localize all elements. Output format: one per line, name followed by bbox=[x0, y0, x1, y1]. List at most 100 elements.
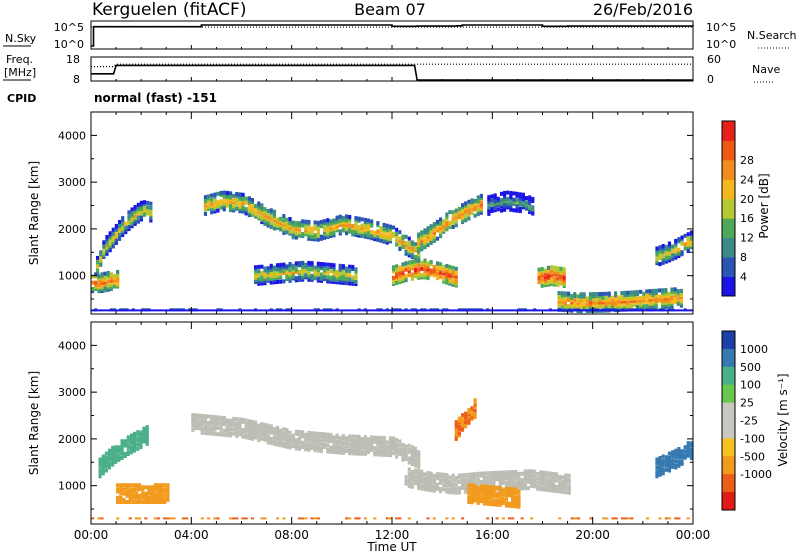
velocity-cell bbox=[332, 445, 336, 450]
power-cell bbox=[100, 280, 104, 285]
power-cell bbox=[442, 267, 446, 272]
power-cell bbox=[266, 211, 270, 215]
power-cell bbox=[598, 302, 602, 307]
velocity-cell bbox=[111, 454, 115, 459]
velocity-cell bbox=[348, 447, 352, 451]
velocity-cell bbox=[263, 437, 267, 442]
velocity-cell bbox=[213, 517, 217, 520]
power-cell bbox=[272, 222, 277, 227]
power-cell bbox=[439, 232, 443, 237]
power-cell bbox=[363, 222, 367, 227]
power-cell bbox=[385, 240, 389, 245]
power-cell bbox=[654, 305, 658, 310]
power-cell bbox=[490, 206, 494, 211]
power-cell bbox=[395, 232, 399, 236]
velocity-cell bbox=[313, 517, 317, 520]
power-cell bbox=[357, 231, 361, 236]
velocity-cell bbox=[376, 439, 380, 444]
power-cell bbox=[553, 272, 557, 276]
power-cell bbox=[395, 281, 399, 286]
velocity-colorbar-frame bbox=[721, 330, 736, 511]
power-cell bbox=[524, 200, 529, 205]
power-cell bbox=[310, 267, 314, 272]
power-cell bbox=[448, 275, 452, 280]
velocity-cell bbox=[451, 477, 455, 482]
power-cell bbox=[260, 218, 264, 222]
velocity-cell bbox=[461, 421, 465, 426]
velocity-cell bbox=[461, 427, 465, 432]
power-cell bbox=[257, 216, 261, 221]
power-cell bbox=[407, 245, 411, 249]
velocity-cell bbox=[139, 438, 143, 443]
power-cell bbox=[335, 271, 339, 276]
velocity-cell bbox=[508, 489, 512, 494]
power-cell bbox=[108, 244, 112, 248]
velocity-cell bbox=[457, 490, 461, 495]
velocity-cell bbox=[464, 485, 468, 490]
power-cell bbox=[506, 196, 510, 201]
power-cell bbox=[229, 191, 233, 196]
velocity-cell bbox=[520, 478, 524, 482]
velocity-cell bbox=[282, 437, 286, 442]
power-cell bbox=[604, 296, 608, 300]
velocity-cell bbox=[667, 466, 672, 471]
velocity-cell bbox=[511, 482, 515, 487]
power-cell bbox=[225, 199, 229, 204]
velocity-cell bbox=[335, 433, 339, 438]
velocity-cell bbox=[473, 485, 477, 490]
power-cell bbox=[219, 201, 223, 206]
velocity-cell bbox=[194, 419, 198, 424]
velocity-cell bbox=[145, 431, 149, 436]
power-cell bbox=[108, 248, 112, 253]
velocity-cell bbox=[250, 426, 255, 431]
velocity-cell bbox=[467, 412, 471, 417]
velocity-colorbar-swatch bbox=[722, 492, 735, 511]
velocity-cell bbox=[514, 469, 518, 474]
power-cell bbox=[442, 277, 446, 282]
power-cell bbox=[607, 291, 611, 296]
power-cell bbox=[235, 192, 239, 196]
velocity-cell bbox=[279, 437, 283, 441]
velocity-cell bbox=[407, 480, 411, 484]
power-cell bbox=[136, 207, 140, 212]
velocity-cell bbox=[661, 454, 665, 459]
power-cell bbox=[102, 242, 106, 247]
velocity-cell bbox=[498, 488, 502, 493]
velocity-cell bbox=[141, 495, 145, 500]
velocity-cell bbox=[260, 430, 264, 435]
velocity-cell bbox=[147, 500, 151, 504]
velocity-cell bbox=[482, 495, 487, 500]
power-cell bbox=[543, 281, 547, 286]
velocity-cell bbox=[291, 435, 295, 440]
power-cell bbox=[592, 292, 596, 297]
power-cell bbox=[493, 193, 497, 198]
velocity-cell bbox=[445, 517, 449, 520]
velocity-cell bbox=[680, 451, 684, 456]
power-cell bbox=[288, 227, 292, 232]
velocity-cell bbox=[429, 486, 433, 491]
velocity-cell bbox=[476, 480, 480, 485]
power-cell bbox=[276, 265, 280, 270]
velocity-cell bbox=[530, 475, 534, 480]
velocity-cell bbox=[523, 484, 527, 489]
power-cell bbox=[263, 215, 267, 220]
velocity-cell bbox=[291, 433, 295, 438]
velocity-cell bbox=[567, 480, 571, 485]
power-colorbar-label: Power [dB] bbox=[757, 173, 771, 238]
power-cell bbox=[345, 231, 349, 236]
power-cell bbox=[592, 296, 596, 301]
power-cell bbox=[664, 255, 668, 260]
velocity-cell bbox=[492, 489, 496, 494]
velocity-cell bbox=[345, 444, 349, 449]
velocity-cell bbox=[120, 447, 124, 452]
power-cell bbox=[360, 227, 364, 232]
power-cell bbox=[448, 222, 452, 227]
power-cell bbox=[553, 269, 557, 274]
velocity-cell bbox=[294, 431, 298, 436]
noise-panel: N.Sky 10^5 10^0 10^5 10^0 N.Search bbox=[3, 20, 797, 51]
velocity-cell bbox=[395, 450, 399, 455]
velocity-cell bbox=[454, 428, 458, 433]
velocity-cell bbox=[373, 446, 377, 451]
velocity-cell bbox=[229, 517, 233, 520]
power-cell bbox=[435, 236, 440, 241]
